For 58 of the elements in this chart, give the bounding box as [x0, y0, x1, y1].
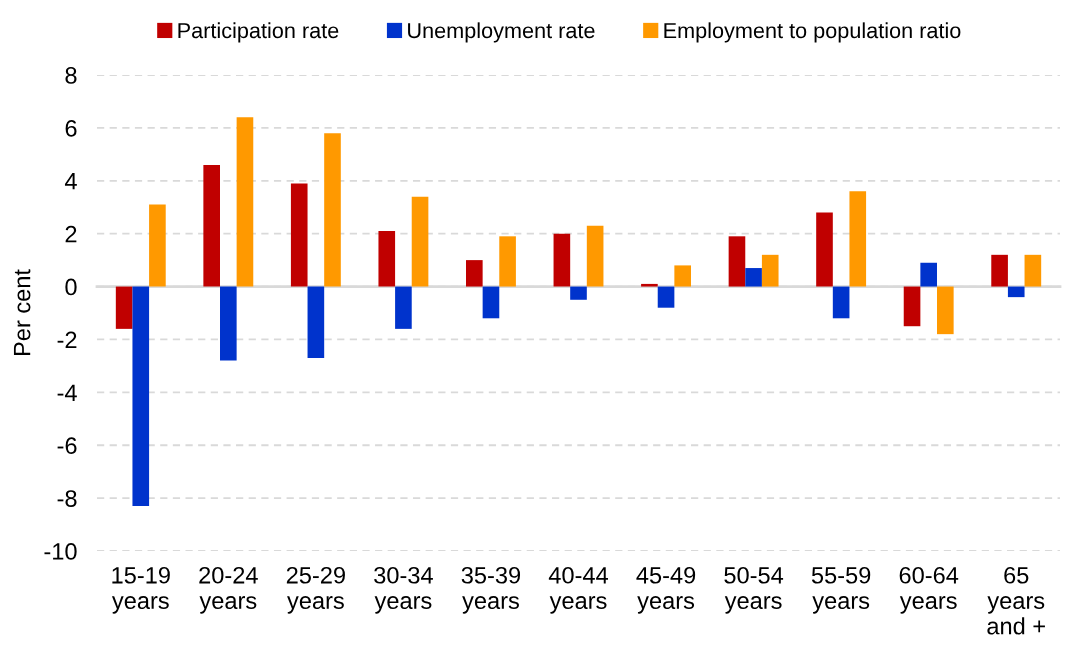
bar: [324, 133, 341, 287]
bar: [937, 286, 954, 335]
bar: [903, 286, 921, 327]
bar: [745, 268, 762, 287]
bar: [499, 236, 516, 287]
legend-label: Employment to population ratio: [664, 22, 961, 43]
bar: [1007, 286, 1025, 298]
x-tick-label: 50-54 years: [724, 566, 784, 614]
bar: [586, 225, 604, 287]
y-tick-label: -8: [57, 490, 77, 507]
y-tick-label: -4: [57, 384, 77, 401]
bar: [220, 286, 237, 361]
y-axis-title: Per cent: [13, 269, 31, 356]
bar: [411, 196, 429, 287]
bar: [991, 254, 1008, 287]
bar: [761, 254, 779, 287]
bar: [553, 233, 571, 287]
bar: [657, 286, 675, 308]
bar: [236, 117, 254, 287]
y-tick-label: -6: [57, 437, 77, 455]
bar: [395, 286, 412, 329]
bar: [641, 283, 658, 287]
x-tick-label: 60-64 years: [899, 566, 959, 614]
bar: [816, 212, 833, 287]
y-tick-label: 0: [65, 278, 77, 296]
x-tick-label: 25-29 years: [286, 566, 345, 614]
bar: [570, 286, 587, 300]
x-tick-label: 55-59 years: [811, 566, 871, 614]
bar: [307, 286, 325, 358]
bar: [149, 204, 166, 287]
legend-label: Participation rate: [178, 22, 339, 43]
x-tick-label: 35-39 years: [461, 566, 521, 614]
x-tick-label: 65 years and +: [987, 566, 1045, 635]
bar: [920, 262, 937, 287]
bar: [482, 286, 500, 319]
y-tick-label: -10: [44, 543, 77, 560]
y-tick-label: 8: [65, 67, 77, 84]
bar: [115, 286, 133, 329]
x-tick-label: 40-44 years: [548, 566, 609, 614]
x-tick-label: 15-19 years: [111, 566, 170, 614]
y-tick-label: 2: [65, 225, 77, 243]
y-tick-label: 6: [65, 119, 77, 137]
x-tick-label: 45-49 years: [636, 566, 696, 614]
bar: [1024, 254, 1042, 287]
bar: [290, 183, 308, 287]
x-tick-label: 30-34 years: [374, 566, 433, 614]
legend-label: Unemployment rate: [408, 22, 595, 43]
bar: [832, 286, 850, 319]
bar: [378, 231, 396, 287]
bar: [674, 265, 691, 287]
bar: [728, 236, 746, 287]
y-tick-label: 4: [64, 173, 77, 190]
bar: [132, 286, 150, 507]
bar: [466, 260, 483, 287]
bar: [849, 191, 867, 287]
bar: [203, 164, 220, 287]
y-tick-label: -2: [57, 331, 77, 348]
x-tick-label: 20-24 years: [199, 566, 258, 614]
